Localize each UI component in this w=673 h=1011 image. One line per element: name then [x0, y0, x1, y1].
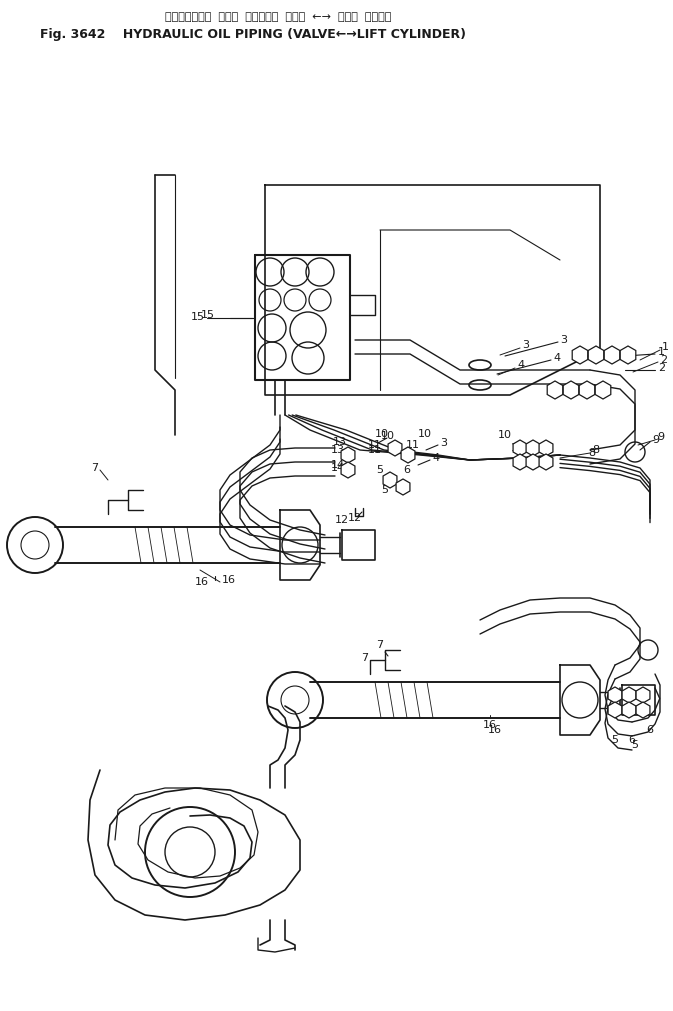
- Polygon shape: [341, 447, 355, 463]
- Polygon shape: [526, 454, 540, 470]
- Text: 6: 6: [629, 735, 635, 745]
- Text: 13: 13: [333, 437, 347, 447]
- Polygon shape: [608, 702, 622, 718]
- Text: 2: 2: [658, 363, 665, 373]
- Text: 11: 11: [368, 440, 382, 450]
- Text: 9: 9: [652, 435, 659, 445]
- Text: 14: 14: [331, 460, 345, 470]
- Text: 9: 9: [657, 432, 664, 442]
- Polygon shape: [588, 346, 604, 364]
- Polygon shape: [621, 346, 636, 364]
- Polygon shape: [526, 440, 540, 456]
- Polygon shape: [622, 687, 636, 703]
- Text: 4: 4: [517, 360, 524, 370]
- Polygon shape: [513, 440, 527, 456]
- Polygon shape: [595, 381, 611, 399]
- Text: 3: 3: [522, 340, 529, 350]
- Polygon shape: [341, 462, 355, 478]
- Text: 13: 13: [331, 445, 345, 455]
- Text: 12: 12: [348, 513, 362, 523]
- Text: 3: 3: [560, 335, 567, 345]
- Text: 5: 5: [612, 735, 618, 745]
- Polygon shape: [388, 440, 402, 456]
- Text: 10: 10: [418, 429, 432, 439]
- Text: 5: 5: [631, 740, 639, 750]
- Text: Fig. 3642    HYDRAULIC OIL PIPING (VALVE←→LIFT CYLINDER): Fig. 3642 HYDRAULIC OIL PIPING (VALVE←→L…: [40, 28, 466, 41]
- Text: 4: 4: [432, 453, 439, 463]
- Text: 7: 7: [361, 653, 369, 663]
- Polygon shape: [563, 381, 579, 399]
- Text: 3: 3: [440, 438, 447, 448]
- Text: 8: 8: [592, 445, 599, 455]
- Text: 16: 16: [222, 575, 236, 585]
- Polygon shape: [539, 454, 553, 470]
- Text: 10: 10: [381, 431, 395, 441]
- Polygon shape: [572, 346, 588, 364]
- Polygon shape: [608, 687, 622, 703]
- Text: 10: 10: [498, 430, 512, 440]
- Text: 7: 7: [376, 640, 384, 650]
- Text: 10: 10: [375, 429, 389, 439]
- Text: 7: 7: [92, 463, 98, 473]
- Text: ハイドロリック  オイル  パイピング  バルブ  ←→  リフト  シリンダ: ハイドロリック オイル パイピング バルブ ←→ リフト シリンダ: [165, 12, 392, 22]
- Text: 11: 11: [368, 445, 382, 455]
- Text: 11: 11: [511, 443, 525, 453]
- Text: 16: 16: [195, 577, 209, 587]
- Text: 4: 4: [553, 353, 560, 363]
- Polygon shape: [579, 381, 595, 399]
- Text: 5: 5: [382, 485, 388, 495]
- Polygon shape: [547, 381, 563, 399]
- Polygon shape: [636, 702, 650, 718]
- Text: 16: 16: [488, 725, 502, 735]
- Polygon shape: [401, 447, 415, 463]
- Text: 2: 2: [660, 355, 667, 365]
- Text: 12: 12: [335, 515, 349, 525]
- Polygon shape: [604, 346, 620, 364]
- Polygon shape: [383, 472, 397, 488]
- Text: 11: 11: [406, 440, 420, 450]
- Text: 6: 6: [402, 485, 409, 495]
- Text: 14: 14: [331, 463, 345, 473]
- Polygon shape: [539, 440, 553, 456]
- Polygon shape: [513, 454, 527, 470]
- Text: 15: 15: [191, 312, 205, 321]
- Polygon shape: [396, 479, 410, 495]
- Polygon shape: [636, 687, 650, 703]
- Text: 8: 8: [588, 448, 595, 458]
- Text: 6: 6: [647, 725, 653, 735]
- Text: 1: 1: [662, 342, 669, 352]
- Text: 16: 16: [483, 720, 497, 730]
- Text: 1: 1: [658, 347, 665, 357]
- Text: 6: 6: [404, 465, 411, 475]
- Text: 5: 5: [376, 465, 384, 475]
- Text: 15: 15: [201, 310, 215, 320]
- Polygon shape: [622, 702, 636, 718]
